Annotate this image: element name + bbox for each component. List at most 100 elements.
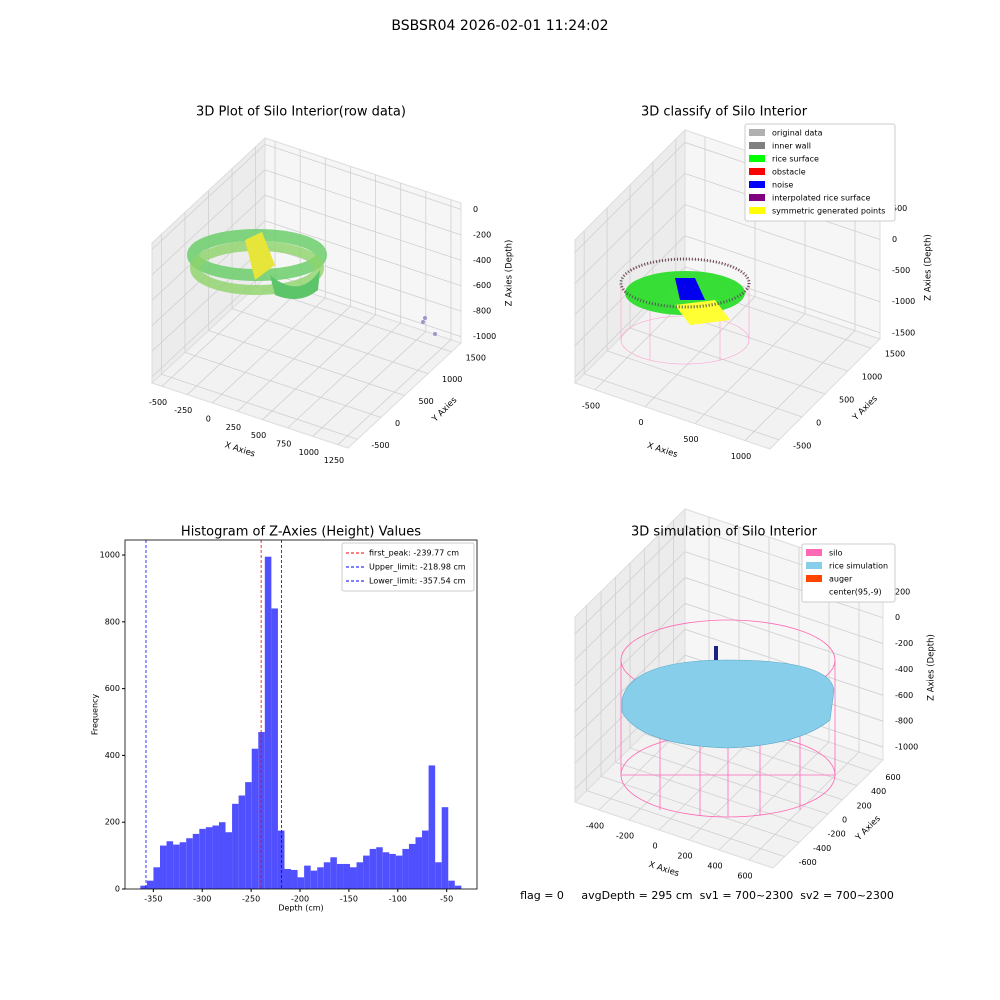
histogram-bar bbox=[238, 795, 246, 889]
histogram-bar bbox=[297, 877, 305, 889]
grid-line bbox=[574, 603, 686, 712]
histogram-bar bbox=[415, 837, 423, 889]
grid-line bbox=[615, 761, 814, 829]
x-tick-label: 250 bbox=[226, 423, 241, 432]
y-tick-label: 400 bbox=[105, 751, 120, 760]
grid-line bbox=[161, 373, 358, 440]
grid-line bbox=[264, 143, 462, 210]
x-tick-label: 1250 bbox=[324, 456, 344, 465]
grid-line bbox=[151, 169, 266, 276]
grid-line bbox=[629, 327, 826, 395]
histogram-bar bbox=[408, 843, 416, 889]
x-tick-label: -400 bbox=[586, 822, 604, 831]
grid-line bbox=[574, 577, 686, 686]
grid-line bbox=[574, 142, 686, 253]
z-tick-label: -500 bbox=[892, 266, 910, 275]
legend-swatch bbox=[806, 588, 822, 595]
x-tick-label: 0 bbox=[652, 842, 657, 851]
y-tick-label: 500 bbox=[839, 396, 854, 405]
cloud bbox=[270, 270, 320, 299]
y-tick-label: 1500 bbox=[885, 350, 905, 359]
grid-line bbox=[684, 603, 884, 670]
x-tick-label: 400 bbox=[707, 862, 722, 871]
cloud bbox=[675, 278, 705, 300]
z-axis-label: Z Axies (Depth) bbox=[927, 634, 937, 701]
histogram-bar bbox=[232, 803, 239, 889]
legend-swatch bbox=[749, 194, 765, 201]
histogram-bar bbox=[245, 782, 252, 889]
histogram-bar bbox=[186, 838, 193, 889]
grid-line bbox=[584, 373, 780, 441]
histogram-bar bbox=[310, 870, 318, 889]
legend-swatch bbox=[749, 155, 765, 162]
histogram-bar bbox=[140, 885, 147, 889]
histogram-bar bbox=[153, 867, 161, 889]
histogram-bar bbox=[323, 862, 331, 889]
y-axis-label: Y Axies bbox=[850, 394, 880, 424]
cylinder bbox=[619, 257, 751, 309]
x-axis-label: Depth (cm) bbox=[278, 904, 323, 913]
x-tick-label: 1000 bbox=[299, 448, 319, 457]
histogram-bar bbox=[146, 880, 154, 889]
y-tick-label: 800 bbox=[105, 617, 120, 626]
legend-label: symmetric generated points bbox=[772, 207, 885, 216]
histogram-bar bbox=[389, 853, 396, 889]
histogram-bar bbox=[435, 862, 442, 889]
x-tick-label: 200 bbox=[677, 852, 692, 861]
point-clouds bbox=[187, 229, 836, 818]
z-tick-label: -200 bbox=[473, 230, 491, 239]
x-tick-label: 500 bbox=[251, 431, 266, 440]
y-tick-label: -200 bbox=[828, 830, 846, 839]
histogram-bar bbox=[271, 608, 278, 889]
histogram-bar bbox=[330, 857, 337, 889]
histogram-bar bbox=[258, 732, 265, 889]
y-tick-label: 200 bbox=[856, 801, 871, 810]
grid-line bbox=[264, 194, 462, 261]
y-tick-label: 200 bbox=[105, 818, 120, 827]
histogram-bar bbox=[317, 867, 324, 889]
y-tick-label: 600 bbox=[105, 684, 120, 693]
legend-swatch bbox=[749, 142, 765, 149]
x-tick-label: -150 bbox=[340, 895, 358, 904]
grid-line bbox=[586, 790, 785, 858]
y-tick-label: 1500 bbox=[466, 353, 486, 362]
grid-line bbox=[264, 169, 462, 236]
legend-swatch bbox=[806, 549, 822, 556]
y-tick-label: 400 bbox=[871, 787, 886, 796]
histogram-bar bbox=[402, 848, 409, 889]
z-tick-label: -400 bbox=[895, 665, 913, 674]
legend-box bbox=[744, 123, 896, 222]
status-footer: flag = 0 avgDepth = 295 cm sv1 = 700~230… bbox=[520, 889, 894, 902]
histogram-bar bbox=[277, 830, 285, 889]
plots: -500-250025050075010001250-5000500100015… bbox=[91, 105, 937, 913]
histogram-bar bbox=[212, 825, 219, 889]
histogram-bar bbox=[179, 842, 187, 889]
x-tick-label: -100 bbox=[389, 895, 407, 904]
x-tick-label: -300 bbox=[193, 895, 211, 904]
histogram-bar bbox=[199, 828, 206, 889]
x-tick-label: -200 bbox=[291, 895, 309, 904]
legend-swatch bbox=[749, 168, 765, 175]
grid-line bbox=[574, 525, 686, 635]
x-tick-label: 1000 bbox=[731, 452, 751, 461]
y-tick-label: 0 bbox=[842, 816, 847, 825]
z-axis-label: Z Axies (Depth) bbox=[505, 240, 515, 307]
y-tick-label: 1000 bbox=[862, 373, 882, 382]
legend-swatch bbox=[749, 181, 765, 188]
histogram-bar bbox=[218, 822, 226, 889]
y-tick-label: -500 bbox=[371, 441, 389, 450]
x-tick-label: 500 bbox=[683, 435, 698, 444]
x-tick-label: -500 bbox=[582, 401, 600, 410]
legend-box bbox=[801, 543, 896, 603]
grid-line bbox=[606, 350, 803, 418]
legend-swatch bbox=[749, 207, 765, 214]
z-tick-label: -1000 bbox=[892, 297, 915, 306]
x-tick-label: 0 bbox=[638, 418, 643, 427]
z-tick-label: -800 bbox=[895, 717, 913, 726]
x-tick-label: -250 bbox=[174, 406, 192, 415]
histogram-bar bbox=[251, 748, 259, 889]
histogram-bar bbox=[349, 867, 357, 889]
histogram-bar bbox=[356, 862, 364, 889]
rice-surface bbox=[621, 659, 835, 749]
histogram-bar bbox=[225, 832, 233, 889]
